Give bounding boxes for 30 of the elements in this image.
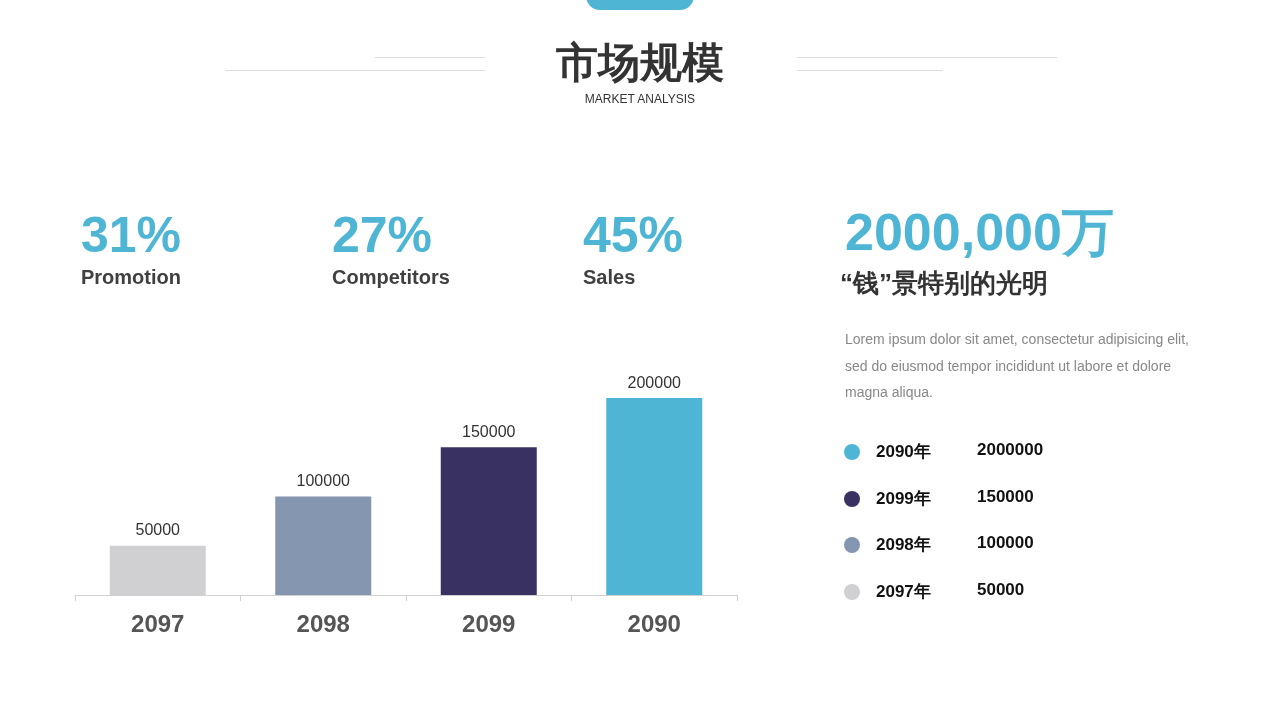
text: 27% (332, 206, 433, 264)
text: Competitors (332, 266, 450, 289)
bar (440, 447, 537, 595)
text: Lorem ipsum dolor sit amet, consectetur adipisicing elit, sed do eiusmod tempor incididunt ut labore et dolore magna aliqua. (845, 330, 1190, 402)
x-tick-label: 2097 (131, 609, 185, 637)
text: 2098年 (876, 534, 931, 556)
bar (275, 496, 372, 595)
text: 2000,000万 (845, 202, 1114, 263)
text: 2097年 (876, 580, 931, 603)
text: 100000 (977, 533, 1034, 553)
text: 31% (81, 206, 182, 264)
text: 50000 (977, 579, 1025, 600)
bar (606, 398, 703, 595)
text: Sales (583, 266, 636, 289)
text: 150000 (977, 486, 1034, 507)
text: Promotion (81, 266, 181, 289)
data-label: 100000 (296, 472, 351, 489)
x-tick-label: 2098 (296, 609, 350, 637)
text: 2000000 (977, 440, 1044, 460)
x-tick-label: 2090 (627, 609, 681, 637)
text: 2090年 (876, 441, 931, 463)
chart-title: 市场规模 (555, 38, 725, 88)
data-label: 150000 (462, 422, 516, 440)
data-label: 200000 (627, 373, 682, 391)
x-tick-label: 2099 (462, 609, 516, 637)
data-label: 50000 (135, 521, 181, 539)
text: “钱”景特别的光明 (840, 267, 1048, 300)
text: 45% (583, 206, 684, 264)
text: 2099年 (876, 487, 931, 510)
chart-subtitle: MARKET ANALYSIS (583, 92, 697, 106)
